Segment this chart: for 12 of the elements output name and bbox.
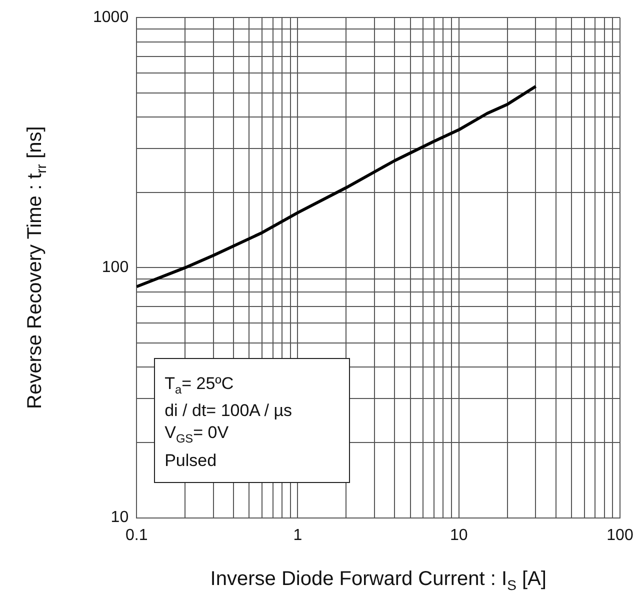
y-tick-label: 100: [102, 259, 129, 276]
y-tick-label: 1000: [93, 9, 129, 26]
annotation: di / dt= 100A / µs: [164, 400, 294, 422]
x-tick-label: 1: [293, 526, 302, 544]
annotation: T$_{a}$= 25ºC: [164, 372, 235, 398]
x-tick-label: 10: [450, 526, 468, 544]
annotation: Pulsed: [164, 450, 218, 472]
x-axis-title: Inverse Diode Forward Current : I$_{S}$ [A]: [210, 568, 546, 593]
annotation: V$_{GS}$= 0V: [164, 422, 230, 448]
y-tick-label: 10: [110, 509, 129, 526]
x-tick-label: 0.1: [125, 526, 148, 544]
x-tick-label: 100: [606, 526, 634, 544]
